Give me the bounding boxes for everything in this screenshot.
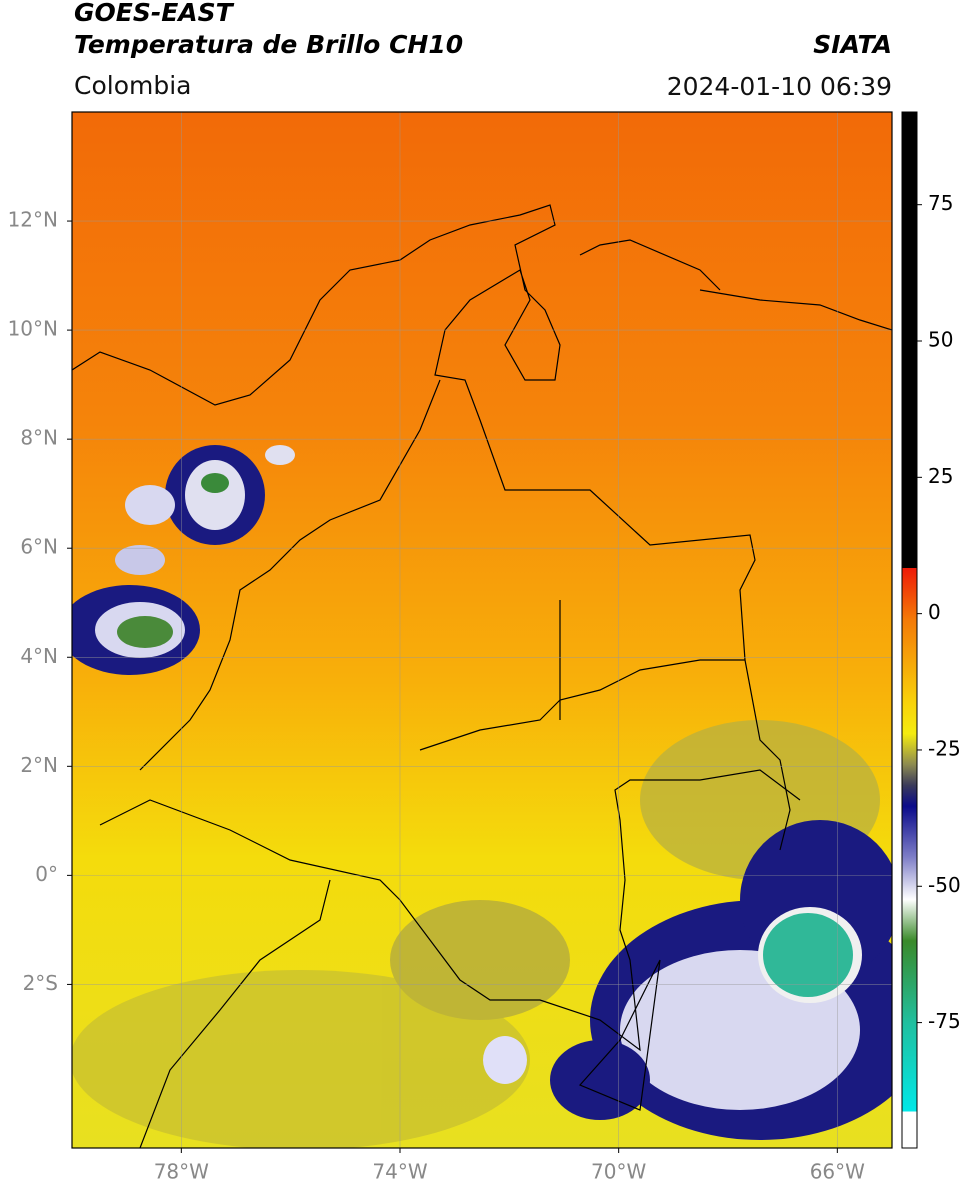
x-tick-label: 66°W (810, 1160, 865, 1184)
timestamp: 2024-01-10 06:39 (667, 72, 892, 101)
x-tick-label: 70°W (591, 1160, 646, 1184)
colorbar-tick-label: 50 (928, 328, 953, 352)
y-tick-label: 2°S (23, 971, 58, 995)
colorbar-tick-label: 25 (928, 464, 953, 488)
colorbar (901, 111, 918, 1149)
map-frame (71, 111, 893, 1149)
colorbar-tick-label: -50 (928, 873, 961, 897)
y-tick-label: 10°N (8, 317, 58, 341)
colorbar-tick-label: 0 (928, 600, 941, 624)
x-tick-label: 74°W (372, 1160, 427, 1184)
source: SIATA (813, 30, 892, 59)
x-tick-label: 78°W (154, 1160, 209, 1184)
y-tick-label: 8°N (20, 426, 58, 450)
y-tick-label: 2°N (20, 753, 58, 777)
colorbar-tick-label: -25 (928, 736, 961, 760)
y-tick-label: 4°N (20, 644, 58, 668)
borders (72, 204, 892, 1148)
region: Colombia (74, 71, 191, 100)
subtitle: Temperatura de Brillo CH10 (74, 30, 463, 59)
satellite-image (72, 112, 892, 1148)
y-tick-label: 0° (35, 862, 58, 886)
colorbar-tick-label: 75 (928, 191, 953, 215)
y-tick-label: 12°N (8, 208, 58, 232)
y-tick-label: 6°N (20, 535, 58, 559)
grid (72, 112, 892, 1148)
deep-clouds (72, 445, 892, 1140)
title: GOES-EAST (74, 0, 235, 27)
colorbar-tick-label: -75 (928, 1009, 961, 1033)
